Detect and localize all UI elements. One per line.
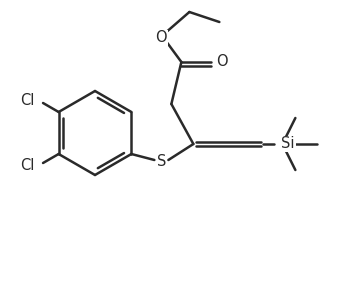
Text: Cl: Cl: [20, 158, 35, 173]
Text: O: O: [156, 31, 167, 46]
Text: Cl: Cl: [20, 93, 35, 108]
Text: O: O: [216, 54, 228, 69]
Text: S: S: [157, 154, 166, 170]
Text: Si: Si: [281, 137, 295, 151]
